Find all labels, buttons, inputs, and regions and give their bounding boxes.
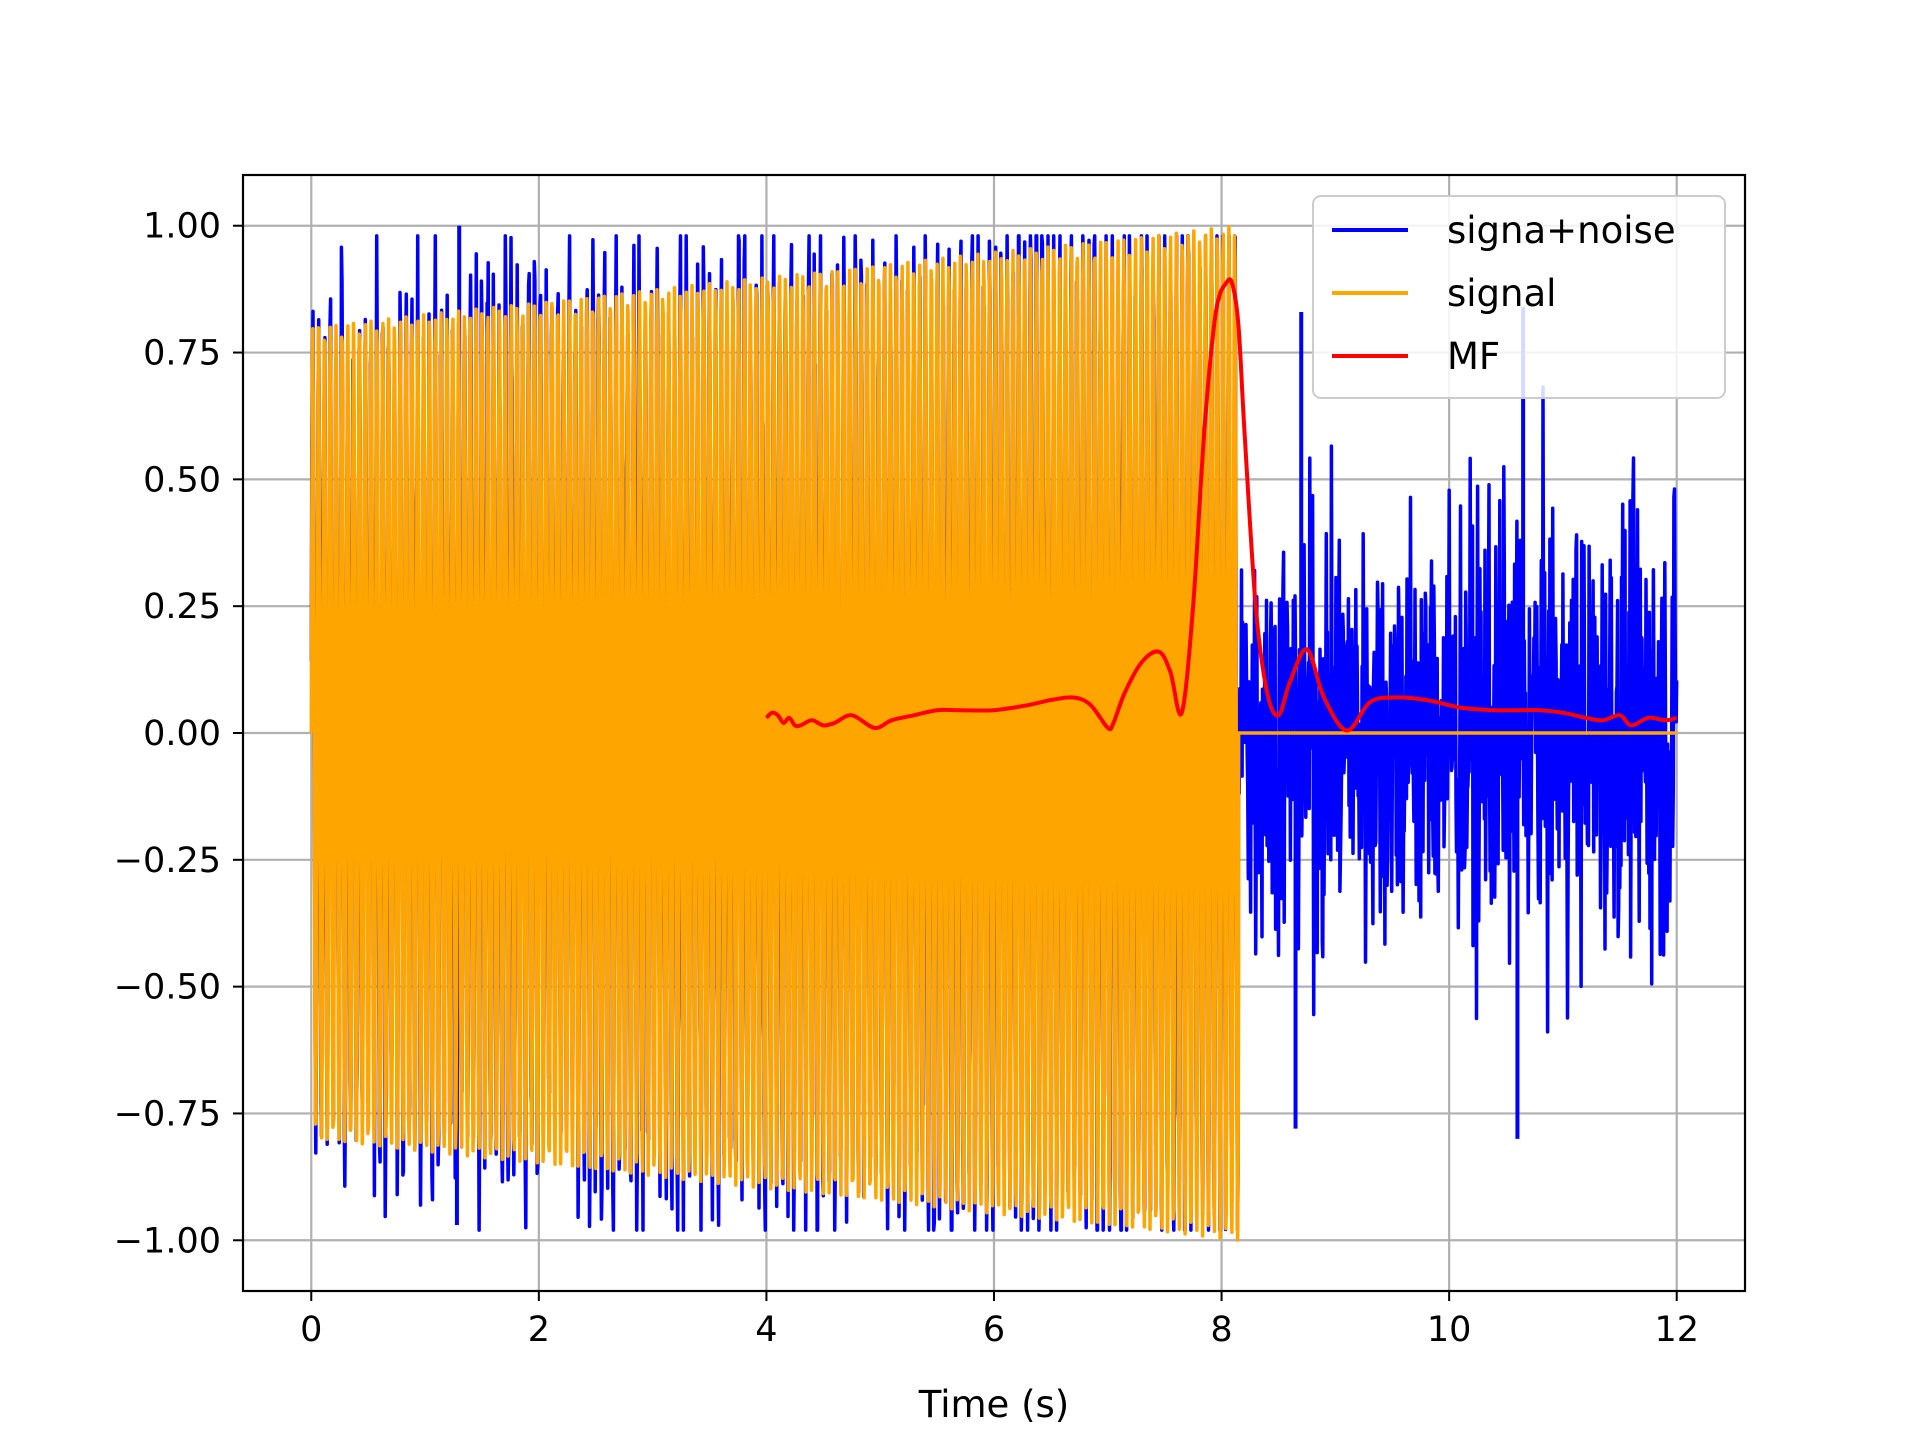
y-tick-label: 1.00 (143, 207, 221, 247)
series-line-mf (764, 277, 1678, 733)
legend: signa+noise signal MF (1312, 195, 1726, 399)
y-tick-label: −0.75 (114, 1094, 221, 1134)
x-tick-label: 0 (300, 1310, 322, 1350)
axis-ticks: 0 2 4 6 8 10 12 1.00 0.75 0.50 0.25 0.00 −0.25 −0.50 −… (114, 207, 1699, 1350)
y-tick-label: 0.00 (143, 714, 221, 754)
y-tick-label: −0.25 (114, 841, 221, 881)
legend-label-mf: MF (1447, 335, 1500, 378)
x-tick-label: 2 (528, 1310, 550, 1350)
x-axis-label: Time (s) (918, 1383, 1069, 1426)
y-tick-label: −1.00 (114, 1221, 221, 1261)
x-tick-label: 12 (1654, 1310, 1699, 1350)
series-line-signal (309, 225, 1677, 1242)
y-tick-label: −0.50 (114, 968, 221, 1008)
x-tick-label: 10 (1427, 1310, 1472, 1350)
legend-box (1312, 195, 1726, 399)
y-tick-label: 0.25 (143, 587, 221, 627)
x-tick-label: 6 (983, 1310, 1005, 1350)
legend-label-signal: signal (1447, 272, 1556, 315)
x-tick-label: 4 (755, 1310, 777, 1350)
y-tick-label: 0.75 (143, 334, 221, 374)
legend-label-signal-noise: signa+noise (1447, 209, 1676, 252)
x-tick-label: 8 (1210, 1310, 1232, 1350)
y-tick-label: 0.50 (143, 460, 221, 500)
